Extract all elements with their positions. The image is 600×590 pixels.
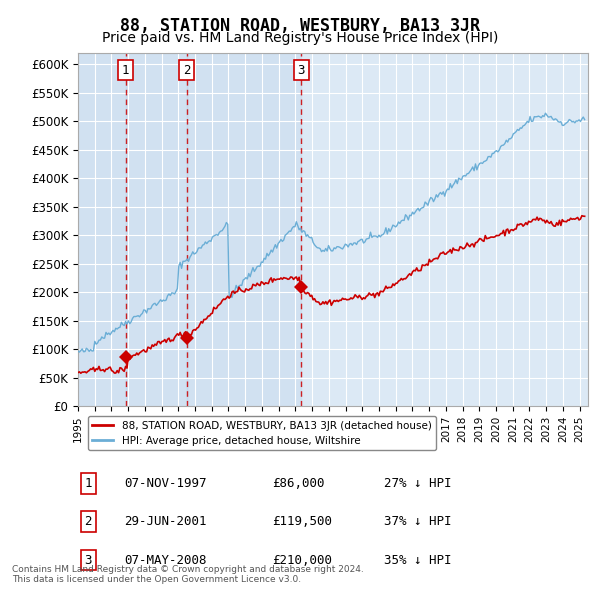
- Text: 1: 1: [85, 477, 92, 490]
- Bar: [187, 53, 301, 406]
- Text: Contains HM Land Registry data © Crown copyright and database right 2024.
This d: Contains HM Land Registry data © Crown c…: [12, 565, 364, 584]
- Bar: [78, 53, 125, 406]
- Text: £86,000: £86,000: [272, 477, 325, 490]
- Text: 88, STATION ROAD, WESTBURY, BA13 3JR: 88, STATION ROAD, WESTBURY, BA13 3JR: [120, 17, 480, 35]
- Text: 1: 1: [122, 64, 130, 77]
- Text: 2: 2: [85, 515, 92, 528]
- Text: 29-JUN-2001: 29-JUN-2001: [124, 515, 206, 528]
- Text: £210,000: £210,000: [272, 553, 332, 566]
- Legend: 88, STATION ROAD, WESTBURY, BA13 3JR (detached house), HPI: Average price, detac: 88, STATION ROAD, WESTBURY, BA13 3JR (de…: [88, 417, 436, 450]
- Text: 07-MAY-2008: 07-MAY-2008: [124, 553, 206, 566]
- Text: £119,500: £119,500: [272, 515, 332, 528]
- Text: 2: 2: [183, 64, 190, 77]
- Text: 3: 3: [85, 553, 92, 566]
- Text: 37% ↓ HPI: 37% ↓ HPI: [384, 515, 452, 528]
- Text: 27% ↓ HPI: 27% ↓ HPI: [384, 477, 452, 490]
- Bar: [125, 53, 187, 406]
- Text: Price paid vs. HM Land Registry's House Price Index (HPI): Price paid vs. HM Land Registry's House …: [102, 31, 498, 45]
- Text: 35% ↓ HPI: 35% ↓ HPI: [384, 553, 452, 566]
- Text: 07-NOV-1997: 07-NOV-1997: [124, 477, 206, 490]
- Text: 3: 3: [298, 64, 305, 77]
